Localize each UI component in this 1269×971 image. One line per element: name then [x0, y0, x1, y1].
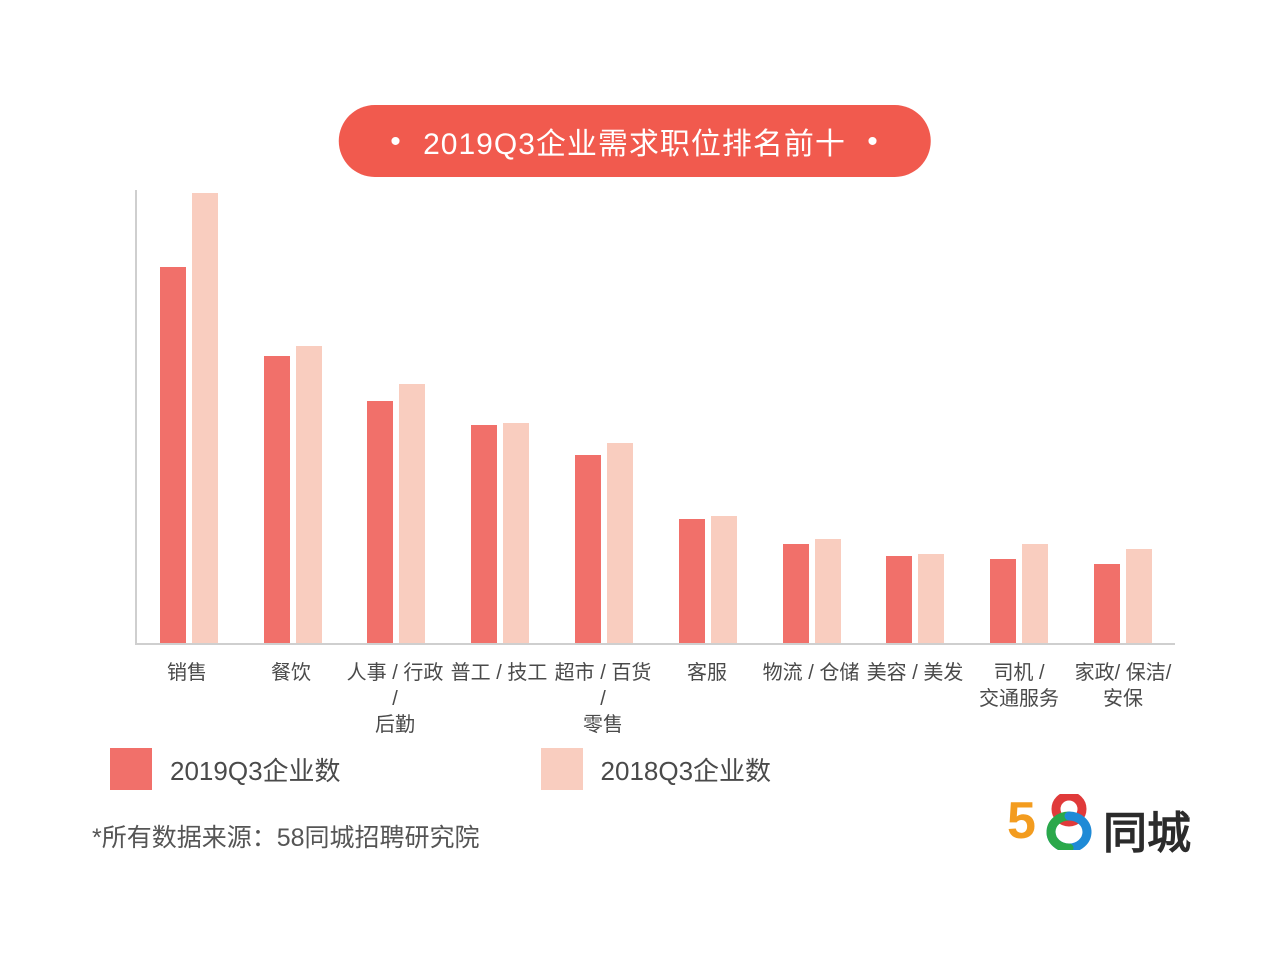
legend-swatch-2019: [110, 748, 152, 790]
bar-2018: [1126, 549, 1152, 643]
bar-group: [967, 544, 1071, 643]
legend-item-2018: 2018Q3企业数: [541, 748, 772, 790]
bar-2018: [399, 384, 425, 643]
category-label: 家政/ 保洁/安保: [1071, 660, 1175, 738]
legend-item-2019: 2019Q3企业数: [110, 748, 341, 790]
bar-2019: [471, 425, 497, 643]
bar-2018: [503, 423, 529, 643]
data-source-footnote: *所有数据来源：58同城招聘研究院: [92, 818, 480, 854]
bar-2018: [607, 443, 633, 643]
logo-text: 同城: [1103, 797, 1191, 861]
category-labels-row: 销售餐饮人事 / 行政 /后勤普工 / 技工超市 / 百货 /零售客服物流 / …: [135, 660, 1175, 738]
logo-58tongcheng: 5 同城: [1007, 794, 1191, 863]
category-label: 客服: [655, 660, 759, 738]
bar-2018: [711, 516, 737, 643]
bar-2019: [990, 559, 1016, 643]
bar-2018: [1022, 544, 1048, 643]
bar-2019: [575, 455, 601, 643]
legend-label-2019: 2019Q3企业数: [170, 751, 341, 788]
category-label: 司机 /交通服务: [967, 660, 1071, 738]
legend: 2019Q3企业数 2018Q3企业数: [110, 748, 771, 790]
svg-text:5: 5: [1007, 794, 1035, 850]
bar-group: [552, 443, 656, 643]
bar-2019: [160, 267, 186, 643]
chart-title-pill: • 2019Q3企业需求职位排名前十 •: [338, 105, 930, 177]
category-label: 餐饮: [239, 660, 343, 738]
chart-plot-area: [135, 190, 1175, 645]
chart-title: 2019Q3企业需求职位排名前十: [423, 128, 846, 161]
category-label: 物流 / 仓储: [759, 660, 863, 738]
bar-2019: [679, 519, 705, 643]
category-label: 销售: [135, 660, 239, 738]
bar-2018: [815, 539, 841, 643]
legend-label-2018: 2018Q3企业数: [601, 751, 772, 788]
bar-2019: [1094, 564, 1120, 643]
bar-group: [137, 193, 241, 643]
bar-2018: [192, 193, 218, 643]
bar-group: [448, 423, 552, 643]
category-label: 美容 / 美发: [863, 660, 967, 738]
logo-58-svg: 5: [1007, 794, 1097, 850]
bar-2018: [918, 554, 944, 643]
bar-group: [345, 384, 449, 643]
title-dot-right: •: [855, 125, 891, 158]
legend-swatch-2018: [541, 748, 583, 790]
logo-58-glyph: 5: [1007, 794, 1097, 863]
bar-group: [241, 346, 345, 643]
title-dot-left: •: [378, 125, 414, 158]
bar-group: [864, 554, 968, 643]
category-label: 人事 / 行政 /后勤: [343, 660, 447, 738]
bar-2019: [783, 544, 809, 643]
bar-groups-container: [137, 190, 1175, 643]
bar-group: [656, 516, 760, 643]
category-label: 超市 / 百货 /零售: [551, 660, 655, 738]
bar-2019: [367, 401, 393, 643]
bar-2018: [296, 346, 322, 643]
category-label: 普工 / 技工: [447, 660, 551, 738]
bar-2019: [264, 356, 290, 643]
bar-group: [1071, 549, 1175, 643]
bar-2019: [886, 556, 912, 643]
bar-group: [760, 539, 864, 643]
